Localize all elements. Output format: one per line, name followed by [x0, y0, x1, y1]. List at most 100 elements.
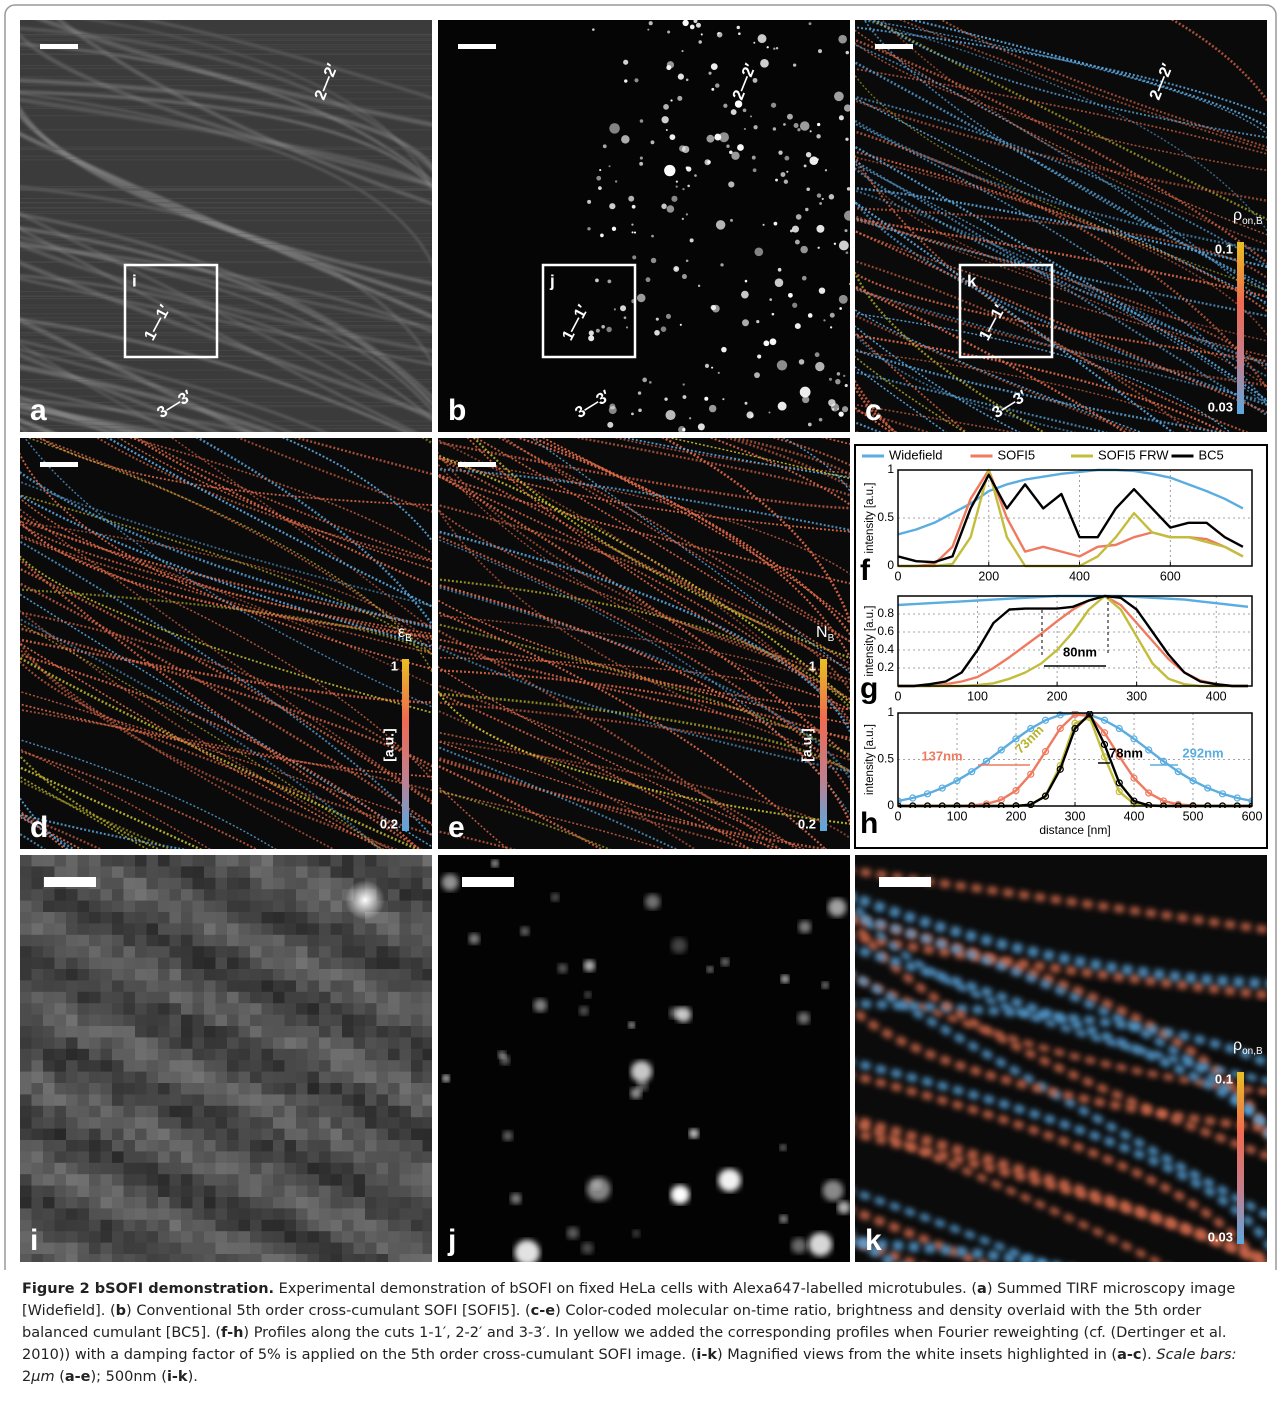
pixel [331, 1243, 343, 1255]
pixel [400, 1220, 412, 1232]
pixel [216, 1106, 228, 1118]
pixel [135, 1015, 147, 1027]
spot [741, 291, 749, 299]
pixel [66, 923, 78, 935]
spot [745, 402, 748, 405]
pixel [388, 1072, 400, 1084]
pixel [170, 1083, 182, 1095]
pixel [423, 1231, 435, 1243]
pixel [365, 923, 377, 935]
pixel [331, 969, 343, 981]
pixel [112, 1083, 124, 1095]
pixel [319, 866, 331, 878]
spot [599, 169, 601, 171]
pixel [400, 1254, 412, 1266]
pixel [32, 992, 44, 1004]
pixel [262, 1049, 274, 1061]
pixel [147, 992, 159, 1004]
x-tick-label: 0 [895, 689, 902, 703]
pixel [250, 1026, 262, 1038]
pixel [32, 958, 44, 970]
spot [799, 359, 805, 365]
pixel [20, 1015, 32, 1027]
spot [835, 379, 840, 384]
pixel [170, 992, 182, 1004]
pixel [377, 1037, 389, 1049]
pixel [250, 992, 262, 1004]
pixel [20, 946, 32, 958]
pixel [181, 935, 193, 947]
spot [793, 63, 796, 66]
pixel [388, 1106, 400, 1118]
pixel [411, 1003, 423, 1015]
pixel [193, 1015, 205, 1027]
pixel [112, 1208, 124, 1220]
spot [846, 51, 849, 54]
pixel [285, 1003, 297, 1015]
pixel [285, 1049, 297, 1061]
pixel [135, 1049, 147, 1061]
pixel [124, 1208, 136, 1220]
spot [829, 194, 834, 199]
pixel [20, 1197, 32, 1209]
pixel [377, 1254, 389, 1266]
pixel [170, 1129, 182, 1141]
pixel [354, 1140, 366, 1152]
pixel [32, 1151, 44, 1163]
caption-text: μm [31, 1369, 54, 1385]
spot [791, 1238, 807, 1254]
pixel [78, 1072, 90, 1084]
spot [776, 47, 778, 49]
pixel [204, 1015, 216, 1027]
pixel [342, 1231, 354, 1243]
pixel [78, 992, 90, 1004]
pixel [78, 923, 90, 935]
pixel [43, 1197, 55, 1209]
pixel [388, 1174, 400, 1186]
pixel [400, 992, 412, 1004]
caption-text: ). [188, 1369, 198, 1385]
pixel [135, 1151, 147, 1163]
inset-label: k [967, 271, 977, 290]
pixel [112, 1049, 124, 1061]
pixel [227, 1106, 239, 1118]
pixel [262, 866, 274, 878]
spot [551, 893, 559, 901]
spot [850, 273, 852, 275]
pixel [66, 1072, 78, 1084]
pixel [181, 992, 193, 1004]
pixel [193, 1117, 205, 1129]
spot [587, 227, 590, 230]
spot [818, 247, 820, 249]
pixel [354, 866, 366, 878]
panel-label: e [448, 811, 465, 844]
pixel [170, 1208, 182, 1220]
spot [809, 22, 812, 25]
pixel [377, 1072, 389, 1084]
pixel [78, 1151, 90, 1163]
spot [683, 395, 687, 399]
pixel [331, 1003, 343, 1015]
pixel [32, 1208, 44, 1220]
pixel [331, 855, 343, 867]
pixel [135, 889, 147, 901]
pixel [78, 1254, 90, 1266]
pixel [308, 912, 320, 924]
spot [810, 130, 812, 132]
pixel [101, 1015, 113, 1027]
pixel [308, 969, 320, 981]
pixel [388, 889, 400, 901]
spot [686, 78, 689, 81]
pixel [365, 1186, 377, 1198]
pixel [193, 1140, 205, 1152]
pixel [216, 1174, 228, 1186]
spot [829, 378, 832, 381]
pixel [331, 912, 343, 924]
spot [704, 397, 708, 401]
pixel [296, 1015, 308, 1027]
pixel [423, 912, 435, 924]
colorbar-min: 0.2 [380, 816, 398, 831]
pixel [262, 1117, 274, 1129]
pixel [273, 1231, 285, 1243]
spot [808, 313, 813, 318]
